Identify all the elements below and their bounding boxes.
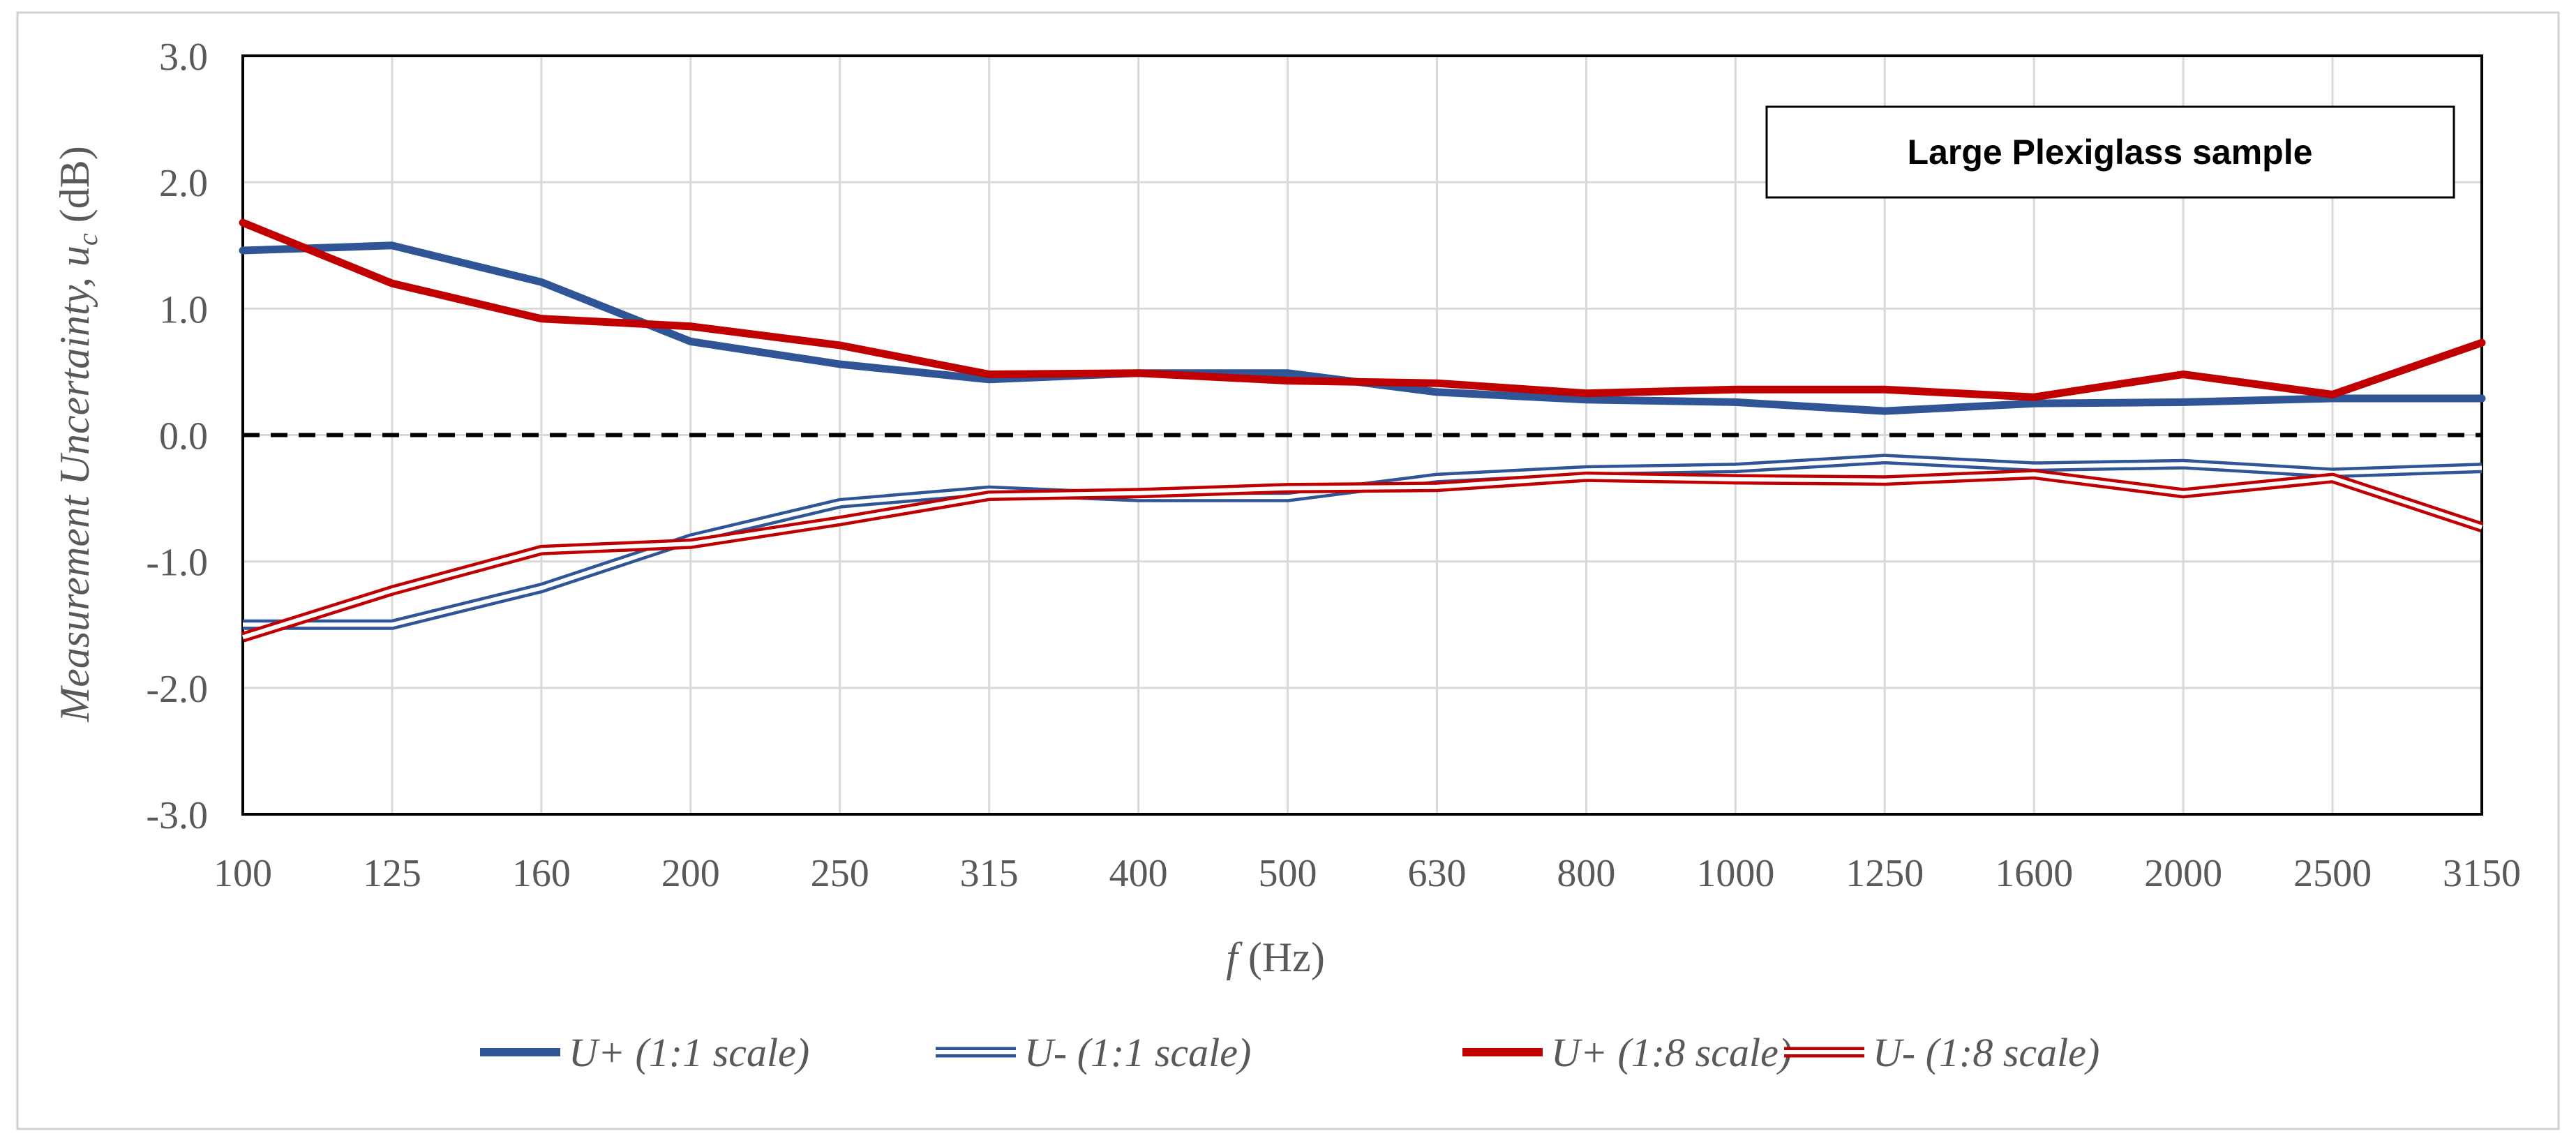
x-tick-label: 200 bbox=[661, 852, 720, 895]
legend-label-u-1-1-scale: U- (1:1 scale) bbox=[1024, 1030, 1251, 1075]
x-tick-label: 100 bbox=[214, 852, 272, 895]
y-tick-label: -1.0 bbox=[146, 541, 208, 585]
series-lines bbox=[239, 218, 2486, 643]
legend-label-u-1-8-scale: U- (1:8 scale) bbox=[1873, 1030, 2099, 1075]
y-tick-label: -3.0 bbox=[146, 794, 208, 837]
y-axis-title-unit: (dB) bbox=[52, 146, 98, 233]
legend-label-u-1-1-scale: U+ (1:1 scale) bbox=[569, 1030, 809, 1075]
x-tick-label: 315 bbox=[960, 852, 1019, 895]
x-axis-title: f (Hz) bbox=[1226, 934, 1325, 980]
x-tick-label: 125 bbox=[363, 852, 421, 895]
y-tick-label: -2.0 bbox=[146, 668, 208, 711]
x-tick-label: 3150 bbox=[2443, 852, 2521, 895]
legend-label-u-1-8-scale: U+ (1:8 scale) bbox=[1551, 1030, 1792, 1075]
y-tick-label: 0.0 bbox=[159, 415, 208, 458]
y-axis-title: Measurement Uncertainty, uc (dB) bbox=[52, 146, 103, 722]
annotation-label: Large Plexiglass sample bbox=[1908, 133, 2313, 172]
y-tick-label: 3.0 bbox=[159, 36, 208, 79]
y-axis-title-variable: u bbox=[52, 246, 98, 267]
y-tick-label: 1.0 bbox=[159, 288, 208, 331]
axis-labels: f (Hz) Measurement Uncertainty, uc (dB) bbox=[52, 146, 1325, 980]
x-tick-label: 400 bbox=[1109, 852, 1168, 895]
y-tick-label: 2.0 bbox=[159, 162, 208, 205]
series-line-u-1-8-scale bbox=[239, 218, 2486, 401]
x-tick-label: 800 bbox=[1557, 852, 1615, 895]
x-tick-label: 2000 bbox=[2144, 852, 2222, 895]
x-tick-label: 1600 bbox=[1995, 852, 2073, 895]
x-tick-label: 2500 bbox=[2293, 852, 2372, 895]
x-tick-label: 1250 bbox=[1845, 852, 1924, 895]
y-axis-title-main: Measurement Uncertainty, bbox=[52, 267, 98, 723]
x-tick-label: 250 bbox=[811, 852, 869, 895]
series-line-inner-u-1-8-scale bbox=[242, 472, 2483, 640]
x-tick-label: 500 bbox=[1259, 852, 1317, 895]
x-tick-label: 1000 bbox=[1696, 852, 1774, 895]
x-tick-label: 160 bbox=[512, 852, 571, 895]
annotation: Large Plexiglass sample bbox=[1765, 105, 2455, 199]
axes: -3.0 -2.0 -1.0 0.0 1.0 2.0 3.0 100 125 160 200 250 3… bbox=[146, 36, 2521, 895]
annotation-box bbox=[1765, 105, 2455, 199]
x-axis-title-unit: (Hz) bbox=[1238, 934, 1325, 980]
legend: U+ (1:1 scale) U- (1:1 scale) U+ (1:8 scal… bbox=[480, 1030, 2099, 1075]
y-axis-title-subscript: c bbox=[72, 233, 103, 246]
x-tick-label: 630 bbox=[1407, 852, 1466, 895]
